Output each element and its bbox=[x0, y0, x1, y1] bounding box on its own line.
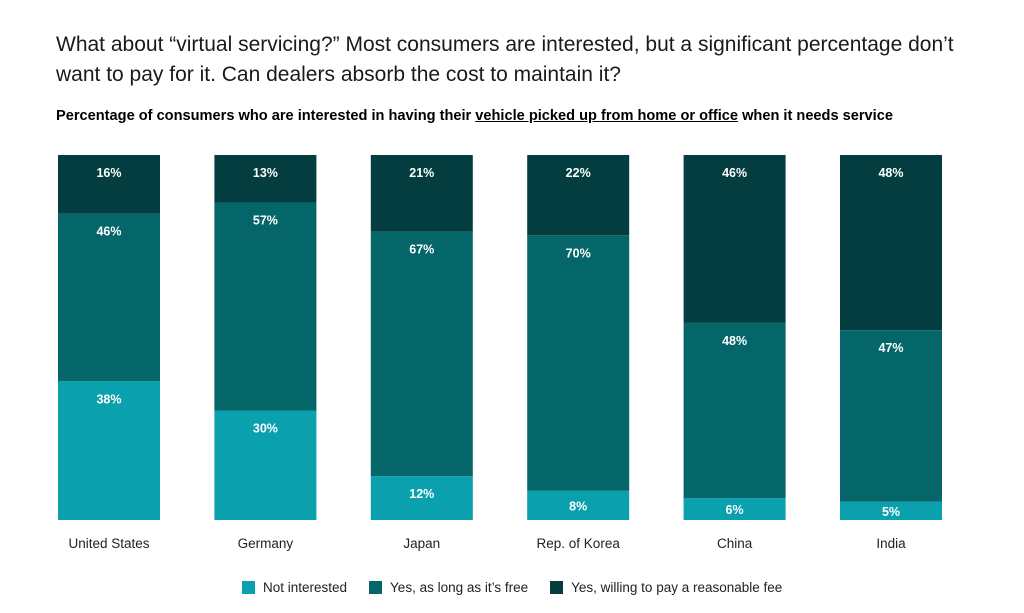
data-label-india-yes-as-long-as-it-s-free: 47% bbox=[878, 341, 903, 355]
bar-segment-japan-yes-as-long-as-it-s-free bbox=[370, 231, 473, 477]
chart-subtitle: Percentage of consumers who are interest… bbox=[56, 106, 996, 126]
category-label-india: India bbox=[876, 536, 906, 551]
data-label-united-states-not-interested: 38% bbox=[96, 392, 121, 406]
bar-segment-germany-not-interested bbox=[214, 410, 317, 520]
bar-segment-china-yes-willing-to-pay-a-reasonable-fee bbox=[683, 155, 786, 323]
bar-segment-united-states-yes-willing-to-pay-a-reasonable-fee bbox=[58, 155, 160, 214]
legend-swatch-yes-willing-to-pay-a-reasonable-fee bbox=[550, 580, 564, 594]
category-label-china: China bbox=[717, 536, 753, 551]
data-label-rep-of-korea-yes-willing-to-pay-a-reasonable-fee: 22% bbox=[566, 166, 591, 180]
legend-item-yes-willing-to-pay-a-reasonable-fee: Yes, willing to pay a reasonable fee bbox=[550, 580, 782, 595]
legend-item-yes-as-long-as-it-s-free: Yes, as long as it’s free bbox=[369, 580, 528, 595]
bar-segment-india-not-interested bbox=[840, 501, 942, 520]
data-label-united-states-yes-as-long-as-it-s-free: 46% bbox=[96, 224, 121, 238]
data-label-china-yes-as-long-as-it-s-free: 48% bbox=[722, 334, 747, 348]
data-label-china-not-interested: 6% bbox=[726, 503, 744, 517]
subtitle-text-after: when it needs service bbox=[738, 108, 893, 124]
data-label-japan-yes-willing-to-pay-a-reasonable-fee: 21% bbox=[409, 166, 434, 180]
legend-swatch-not-interested bbox=[242, 580, 255, 594]
data-label-germany-yes-willing-to-pay-a-reasonable-fee: 13% bbox=[253, 166, 278, 180]
data-label-japan-yes-as-long-as-it-s-free: 67% bbox=[409, 243, 434, 257]
category-label-japan: Japan bbox=[403, 536, 440, 551]
category-label-united-states: United States bbox=[68, 536, 149, 551]
subtitle-underlined-text: vehicle picked up from home or office bbox=[475, 108, 739, 124]
stacked-bar-chart: 38% 46% 16% United States 30% 57% 13% Germany 12… bbox=[58, 155, 942, 551]
bar-segment-japan-yes-willing-to-pay-a-reasonable-fee bbox=[370, 155, 473, 232]
chart-legend: Not interested Yes, as long as it’s free Y… bbox=[242, 578, 804, 596]
data-label-rep-of-korea-yes-as-long-as-it-s-free: 70% bbox=[566, 246, 591, 260]
bar-segment-united-states-yes-as-long-as-it-s-free bbox=[58, 213, 160, 382]
data-label-rep-of-korea-not-interested: 8% bbox=[569, 499, 587, 513]
legend-label-yes-willing-to-pay-a-reasonable-fee: Yes, willing to pay a reasonable fee bbox=[571, 579, 783, 595]
data-label-japan-not-interested: 12% bbox=[409, 487, 434, 501]
legend-item-not-interested: Not interested bbox=[242, 580, 347, 595]
bar-segment-china-not-interested bbox=[683, 498, 786, 520]
bar-segment-germany-yes-willing-to-pay-a-reasonable-fee bbox=[214, 155, 317, 203]
bar-segment-china-yes-as-long-as-it-s-free bbox=[683, 322, 786, 499]
bar-segment-rep-of-korea-yes-willing-to-pay-a-reasonable-fee bbox=[527, 155, 630, 236]
bar-segment-rep-of-korea-yes-as-long-as-it-s-free bbox=[527, 235, 630, 491]
chart-headline: What about “virtual servicing?” Most con… bbox=[56, 33, 954, 86]
bar-segment-japan-not-interested bbox=[370, 476, 473, 520]
legend-swatch-yes-as-long-as-it-s-free bbox=[369, 580, 383, 594]
data-label-united-states-yes-willing-to-pay-a-reasonable-fee: 16% bbox=[96, 166, 121, 180]
data-label-india-not-interested: 5% bbox=[882, 505, 900, 519]
category-label-germany: Germany bbox=[238, 536, 294, 551]
data-label-china-yes-willing-to-pay-a-reasonable-fee: 46% bbox=[722, 166, 747, 180]
data-label-germany-yes-as-long-as-it-s-free: 57% bbox=[253, 213, 278, 227]
bar-segment-india-yes-willing-to-pay-a-reasonable-fee bbox=[840, 155, 942, 331]
legend-label-yes-as-long-as-it-s-free: Yes, as long as it’s free bbox=[390, 579, 529, 595]
bar-segment-rep-of-korea-not-interested bbox=[527, 490, 630, 520]
bar-segment-germany-yes-as-long-as-it-s-free bbox=[214, 202, 317, 411]
subtitle-text-before: Percentage of consumers who are interest… bbox=[56, 108, 476, 124]
legend-label-not-interested: Not interested bbox=[263, 579, 348, 595]
bar-segment-india-yes-as-long-as-it-s-free bbox=[840, 330, 942, 502]
category-label-rep-of-korea: Rep. of Korea bbox=[537, 536, 621, 551]
data-label-india-yes-willing-to-pay-a-reasonable-fee: 48% bbox=[878, 166, 903, 180]
data-label-germany-not-interested: 30% bbox=[253, 422, 278, 436]
bar-segment-united-states-not-interested bbox=[58, 381, 160, 520]
